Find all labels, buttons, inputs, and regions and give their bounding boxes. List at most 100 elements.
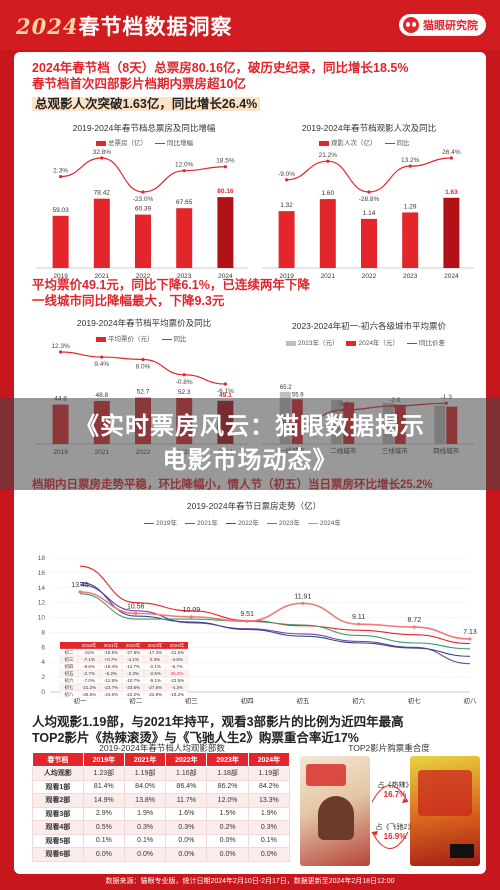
inset-header-label: 2023年 [148, 642, 163, 649]
table-percapita-title: 2019-2024年春节档人均观影部数 [99, 743, 225, 753]
growth-line [60, 157, 226, 193]
table-cell: 14.9% [82, 793, 125, 808]
inset-cell-label: -2.1% [149, 664, 161, 669]
inset-cell [165, 690, 189, 699]
headline-box-office: 2024年春节档（8天）总票房80.16亿，破历史纪录，同比增长18.5% [32, 61, 409, 75]
table-row: 观看3部 2.9% 1.9% 1.6% 1.5% 1.9% [32, 806, 291, 821]
overlap-label-2: 占《飞驰2》 16.9% [370, 822, 420, 841]
inset-cell-label: -22.9% [148, 692, 162, 697]
growth-point [223, 382, 227, 386]
legend-diff: 同比价差 [406, 337, 445, 347]
growth-label: 21.2% [319, 152, 338, 159]
inset-cell-label: 初六 [65, 677, 74, 684]
point-label-2024: 9.11 [352, 614, 365, 621]
growth-label: 12.3% [51, 343, 70, 350]
poster-title-block-2 [418, 770, 472, 816]
category-tick-label: 2024 [444, 273, 459, 280]
inset-cell-label: -11.7% [126, 664, 140, 669]
table-row: 人均观影 1.23部 1.19部 1.16部 1.18部 1.19部 [32, 766, 291, 781]
diff-label: -1.3 [441, 394, 453, 401]
y-tick-label: 0 [41, 689, 45, 696]
inset-cell-label: 初七 [65, 684, 74, 691]
legend-admissions: 观影人次（亿） [319, 137, 377, 147]
table-cell: 观看4部 [32, 820, 84, 835]
category-tick-label: 2022 [136, 273, 151, 280]
legend-price: 平均票价（元） [96, 333, 154, 343]
inset-header-label: 2021年 [104, 642, 119, 649]
legend-item-2021年: 2021年 [184, 517, 218, 527]
inset-cell-label: -4.3% [171, 685, 183, 690]
point-2024 [412, 625, 416, 629]
inset-cell-label: +0.7% [105, 657, 118, 662]
table-cell: 1.9% [247, 806, 291, 821]
y-tick-label: 4 [41, 659, 45, 666]
legend-admissions-growth: 同比 [384, 137, 410, 147]
bar-value-label: 59.03 [52, 207, 69, 214]
inset-cell-label: 初二 [65, 649, 74, 656]
chart-boxoffice-title: 2019-2024年春节档总票房及同比增幅 [72, 123, 216, 133]
bar-value-label: 1.60 [321, 190, 334, 197]
table-cell: 84.2% [247, 779, 291, 794]
chart-daily-legend: 2019年 2021年 2022年 2023年 2024年 [144, 517, 341, 527]
growth-point [285, 178, 289, 182]
overlap-title: TOP2影片购票重合度 [348, 743, 430, 753]
x-tick-label: 初七 [408, 696, 422, 705]
series-line-2022年 [79, 582, 471, 657]
inset-header-label: 2024年 [170, 642, 185, 649]
table-cell: 0.3% [165, 820, 208, 835]
inset-cell-label: -18.2% [170, 692, 184, 697]
y-tick-label: 10 [38, 615, 46, 622]
point-label-2024: 11.91 [294, 593, 311, 600]
table-cell: 1.9% [123, 806, 167, 821]
table-header-cell: 春节档 [32, 752, 84, 767]
headline-admissions: 总观影人次突破1.63亿，同比增长26.4% [32, 96, 261, 112]
overlap-label-1-name: 占《热辣》 [377, 782, 413, 789]
inset-cell-label: -2.7% [83, 671, 95, 676]
chart-price-legend: 平均票价（元） 同比 [96, 333, 187, 343]
bar [135, 214, 151, 268]
legend-item-2023年: 2023年 [266, 517, 300, 527]
table-cell: 84.0% [123, 779, 167, 794]
arrow-bottom [371, 831, 409, 849]
table-cell: 0.1% [82, 833, 125, 848]
bar-value-label: 65.2 [280, 385, 292, 391]
bar [93, 198, 110, 268]
inset-cell-label: -2.3% [127, 671, 139, 676]
table-cell: 86.4% [165, 779, 208, 794]
inset-header-cell [122, 642, 144, 649]
inset-cell-label: 初五 [65, 670, 74, 677]
bar-value-label: 52.3 [178, 389, 191, 396]
table-cell: 1.19部 [123, 766, 167, 781]
page-title: 2024春节档数据洞察 [16, 11, 232, 41]
legend-item-2022年: 2022年 [225, 517, 259, 527]
growth-label: -23.0% [133, 196, 154, 203]
category-tick-label: 2019 [279, 273, 294, 280]
poster-badge [450, 844, 474, 858]
point-label-2024: 13.45 [71, 582, 89, 589]
point-label-2024: 9.51 [240, 611, 254, 618]
x-tick-label: 初三 [185, 696, 199, 705]
title-text: 春节档数据洞察 [78, 14, 233, 39]
headline-admissions-text: 总观影人次突破1.63亿，同比增长26.4% [32, 97, 261, 111]
growth-point [59, 174, 63, 179]
overlay-line-1: 《实时票房风云：猫眼数据揭示 [75, 413, 425, 440]
category-tick-label: 2019 [53, 273, 68, 280]
table-header-cell: 2023年 [206, 752, 249, 767]
growth-point [100, 156, 104, 160]
chart-city-title: 2023-2024年初一-初六各级城市平均票价 [292, 321, 446, 331]
arrow-head-bottom [372, 831, 378, 836]
chart-city-legend: 2023年（元） 2024年（元） 同比价差 [286, 337, 445, 347]
growth-label: 32.8% [93, 149, 112, 156]
poster-relaxing [300, 756, 370, 866]
inset-cell-label: -24.6% [104, 692, 118, 697]
table-cell: 1.19部 [247, 766, 291, 781]
table-cell: 0.5% [82, 820, 125, 835]
growth-point [100, 355, 104, 359]
y-tick-label: 18 [38, 555, 46, 562]
point-label-2024: 7.13 [463, 629, 477, 636]
table-cell: 0.3% [247, 820, 291, 835]
growth-label: -6.1% [217, 388, 234, 395]
legend-boxoffice: 总票房（亿） [96, 137, 147, 147]
inset-cell-label: -23.5% [170, 678, 184, 683]
